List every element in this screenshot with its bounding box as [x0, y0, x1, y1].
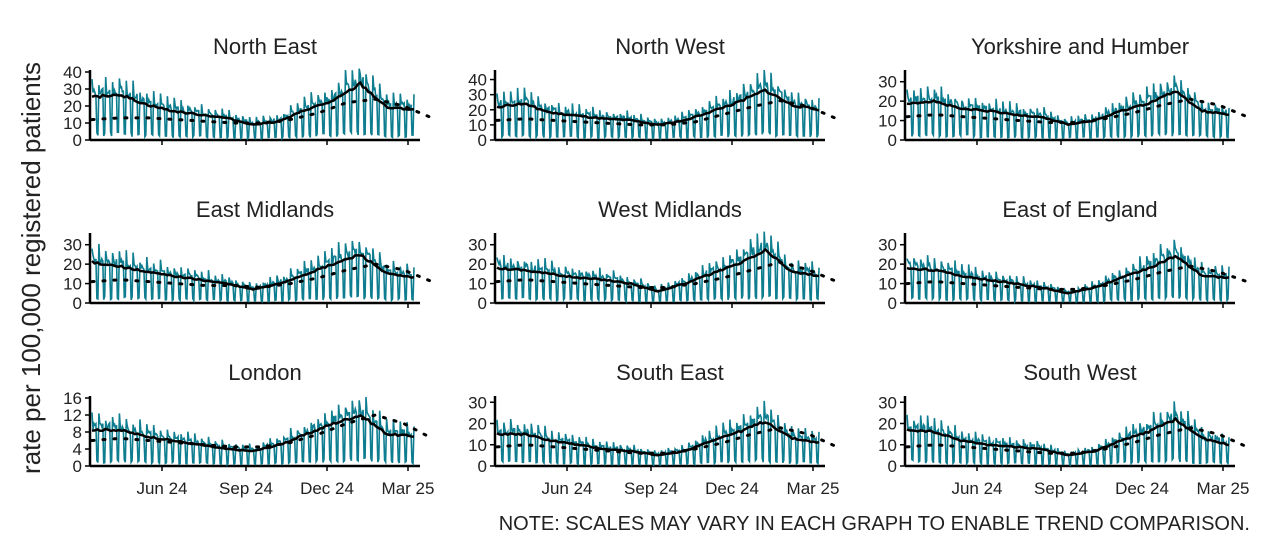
y-tick-label: 0	[73, 131, 82, 150]
panel-title: East Midlands	[196, 197, 334, 222]
y-tick-label: 0	[478, 294, 487, 313]
y-tick-label: 20	[468, 255, 487, 274]
daily-rate-line	[91, 396, 415, 467]
y-tick-label: 10	[878, 112, 897, 131]
panel-title: West Midlands	[598, 197, 742, 222]
panel-title: South East	[616, 360, 724, 385]
y-tick-label: 30	[468, 236, 487, 255]
smoothed-rate-line	[91, 414, 415, 453]
x-tick-label: Mar 25	[1197, 479, 1250, 498]
baseline-dotted-line	[905, 426, 1249, 455]
smoothed-rate-line	[496, 421, 820, 457]
daily-rate-line	[496, 400, 820, 467]
y-tick-label: 8	[73, 423, 82, 442]
y-tick-label: 40	[63, 63, 82, 82]
panel-title: Yorkshire and Humber	[971, 34, 1189, 59]
y-tick-label: 0	[888, 131, 897, 150]
y-tick-label: 10	[468, 116, 487, 135]
baseline-dotted-line	[90, 413, 434, 449]
x-tick-label: Sep 24	[1034, 479, 1088, 498]
y-tick-label: 0	[73, 294, 82, 313]
smoothed-rate-line	[496, 88, 820, 126]
y-tick-label: 0	[478, 457, 487, 476]
x-tick-label: Mar 25	[382, 479, 435, 498]
daily-rate-line	[496, 70, 820, 141]
y-tick-label: 30	[63, 236, 82, 255]
x-tick-label: Jun 24	[136, 479, 187, 498]
x-tick-label: Sep 24	[219, 479, 273, 498]
smoothed-rate-line	[91, 81, 415, 126]
baseline-dotted-line	[905, 97, 1249, 124]
y-tick-label: 20	[468, 101, 487, 120]
daily-rate-line	[906, 239, 1230, 305]
panel-title: North West	[615, 34, 725, 59]
y-tick-label: 40	[468, 71, 487, 90]
y-tick-label: 10	[468, 275, 487, 294]
x-tick-label: Dec 24	[705, 479, 759, 498]
y-tick-label: 0	[73, 457, 82, 476]
smoothed-rate-line	[496, 248, 820, 293]
panel-south-west: South West 0 10 20 30 Jun 24 Sep 24 Dec 24 Mar 2…	[878, 360, 1249, 498]
y-tick-label: 30	[878, 73, 897, 92]
y-tick-label: 0	[478, 131, 487, 150]
y-tick-label: 20	[878, 255, 897, 274]
y-tick-label: 30	[468, 86, 487, 105]
smoothed-rate-line	[906, 417, 1230, 457]
x-tick-label: Dec 24	[300, 479, 354, 498]
panel-title: London	[228, 360, 301, 385]
y-tick-label: 12	[63, 406, 82, 425]
panel-title: North East	[213, 34, 317, 59]
y-tick-label: 0	[888, 294, 897, 313]
x-tick-label: Jun 24	[951, 479, 1002, 498]
y-tick-label: 4	[73, 440, 82, 459]
y-tick-label: 0	[888, 457, 897, 476]
x-tick-label: Sep 24	[624, 479, 678, 498]
y-tick-label: 20	[878, 92, 897, 111]
baseline-dotted-line	[495, 99, 839, 127]
y-tick-label: 20	[63, 255, 82, 274]
smoothed-rate-line	[906, 90, 1230, 127]
y-tick-label: 20	[468, 415, 487, 434]
panel-title: South West	[1023, 360, 1136, 385]
y-tick-label: 20	[63, 97, 82, 116]
x-tick-label: Dec 24	[1115, 479, 1169, 498]
y-tick-label: 10	[63, 275, 82, 294]
y-tick-label: 10	[878, 436, 897, 455]
panel-south-east: South East 0 10 20 30 Jun 24 Sep 24 Dec 24 Mar 2…	[468, 360, 839, 498]
y-tick-label: 16	[63, 389, 82, 408]
y-tick-label: 30	[878, 236, 897, 255]
y-tick-label: 20	[878, 415, 897, 434]
y-tick-label: 30	[468, 393, 487, 412]
y-tick-label: 30	[63, 80, 82, 99]
y-tick-label: 10	[878, 275, 897, 294]
smoothed-rate-line	[906, 254, 1230, 295]
baseline-dotted-line	[495, 426, 839, 455]
panel-title: East of England	[1002, 197, 1157, 222]
smoothed-rate-line	[91, 254, 415, 291]
scale-note: NOTE: SCALES MAY VARY IN EACH GRAPH TO E…	[499, 513, 1250, 535]
y-axis-label: rate per 100,000 registered patients	[16, 62, 46, 474]
daily-rate-line	[91, 240, 415, 304]
x-tick-label: Mar 25	[787, 479, 840, 498]
y-tick-label: 10	[63, 114, 82, 133]
y-tick-label: 10	[468, 436, 487, 455]
x-tick-label: Jun 24	[541, 479, 592, 498]
y-tick-label: 30	[878, 393, 897, 412]
